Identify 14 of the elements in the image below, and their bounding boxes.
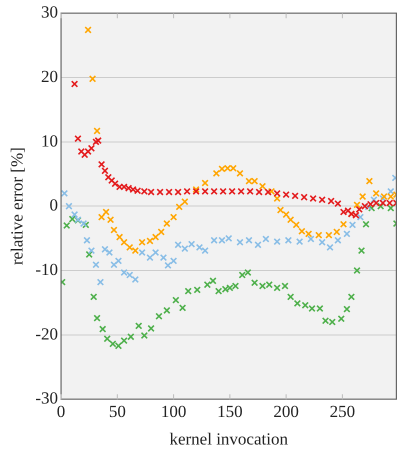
y-tick-label: 0 — [50, 196, 58, 215]
y-axis-title: relative error [%] — [8, 147, 27, 266]
y-tick-label: 30 — [41, 2, 58, 22]
y-tick-label: 10 — [41, 131, 58, 150]
x-tick-label: 50 — [108, 402, 126, 421]
x-tick-label: 100 — [160, 402, 186, 421]
x-tick-label: 150 — [217, 402, 243, 421]
y-tick-label: -20 — [35, 324, 58, 344]
x-tick-label: 200 — [273, 402, 299, 421]
x-axis-title: kernel invocation — [169, 429, 288, 448]
x-tick-label: 250 — [330, 402, 356, 421]
y-tick-label: 20 — [41, 67, 58, 86]
y-tick-label: -30 — [35, 388, 58, 408]
y-tick-label: -10 — [35, 260, 58, 279]
